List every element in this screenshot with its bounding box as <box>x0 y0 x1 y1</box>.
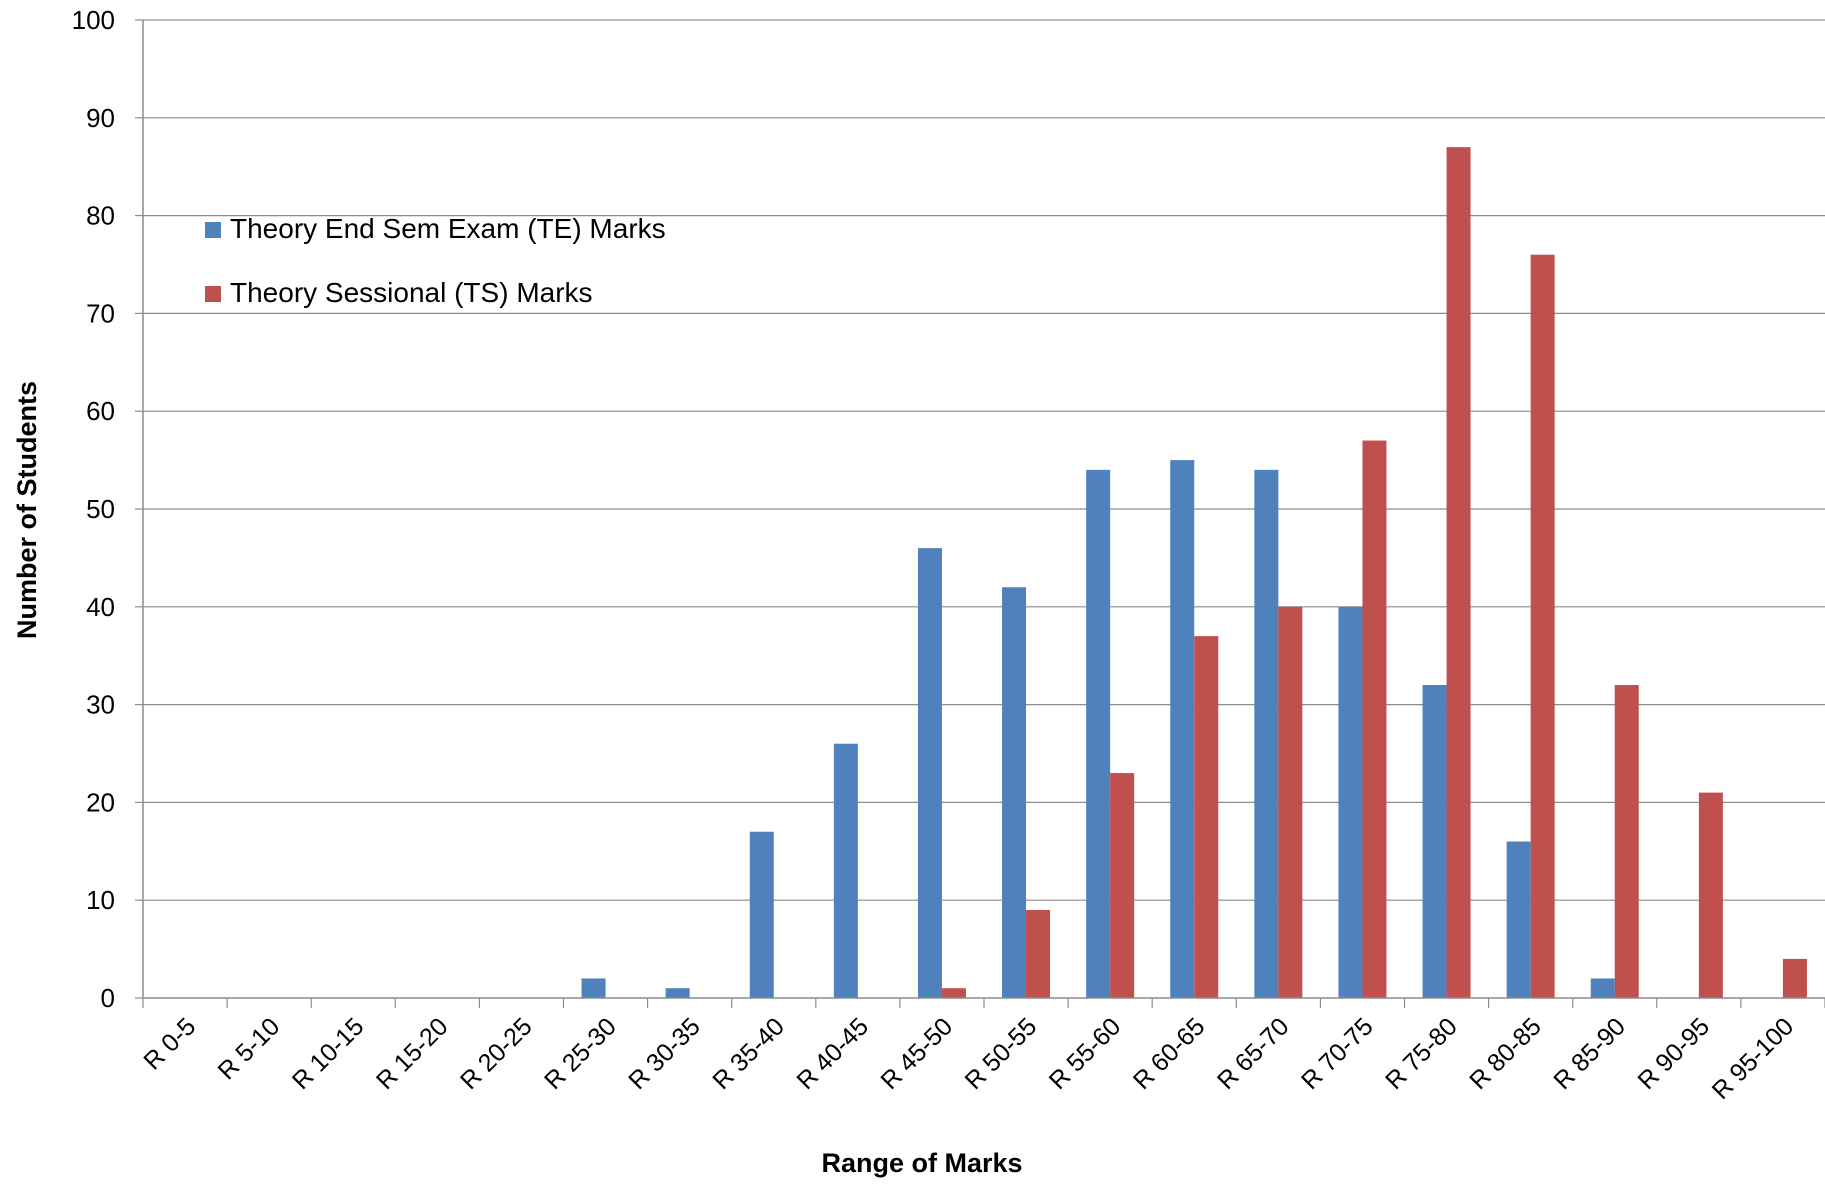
x-tick-label: R 0-5 <box>138 1012 201 1075</box>
x-tick-label: R 75-80 <box>1380 1012 1463 1095</box>
x-tick-label: R 65-70 <box>1212 1012 1295 1095</box>
y-tick-label: 50 <box>86 494 115 524</box>
bar-te <box>1422 685 1447 998</box>
bar-ts <box>1446 147 1471 998</box>
y-tick-label: 20 <box>86 787 115 817</box>
legend-swatch <box>205 286 221 302</box>
bar-te <box>665 988 690 998</box>
x-tick-label: R 20-25 <box>455 1012 538 1095</box>
bar-ts <box>1530 254 1555 999</box>
x-tick-label: R 15-20 <box>371 1012 454 1095</box>
y-tick-label: 40 <box>86 592 115 622</box>
x-tick-label: R 70-75 <box>1296 1012 1379 1095</box>
x-tick-label: R 45-50 <box>875 1012 958 1095</box>
bar-ts <box>1194 636 1219 998</box>
y-tick-label: 90 <box>86 103 115 133</box>
y-tick-label: 30 <box>86 690 115 720</box>
bar-ts <box>1110 773 1135 998</box>
bars <box>581 147 1807 999</box>
bar-ts <box>1278 606 1303 998</box>
y-tick-label: 100 <box>72 5 115 35</box>
y-axis-title: Number of Students <box>12 381 42 639</box>
bar-te <box>1338 606 1363 998</box>
bar-ts <box>1698 792 1723 998</box>
legend: Theory End Sem Exam (TE) Marks Theory Ses… <box>205 213 666 308</box>
x-tick-label: R 55-60 <box>1044 1012 1127 1095</box>
y-tick-label: 60 <box>86 396 115 426</box>
bar-ts <box>1362 440 1387 998</box>
axes <box>142 20 1825 1008</box>
bar-ts <box>941 988 966 998</box>
bar-te <box>1002 587 1027 998</box>
x-tick-label: R 5-10 <box>213 1012 286 1085</box>
y-tick-label: 80 <box>86 201 115 231</box>
y-tick-label: 70 <box>86 298 115 328</box>
bar-te <box>1170 460 1195 999</box>
bar-te <box>749 831 774 998</box>
x-tick-label: R 95-100 <box>1707 1012 1800 1105</box>
bar-te <box>1086 469 1111 998</box>
bar-te <box>581 978 606 998</box>
legend-label: Theory Sessional (TS) Marks <box>230 277 593 308</box>
x-tick-label: R 25-30 <box>539 1012 622 1095</box>
bar-ts <box>1026 909 1051 998</box>
x-tick-label: R 90-95 <box>1632 1012 1715 1095</box>
y-tick-label: 0 <box>101 983 115 1013</box>
x-axis-title: Range of Marks <box>821 1148 1022 1178</box>
x-tick-label: R 40-45 <box>791 1012 874 1095</box>
legend-swatch <box>205 222 221 238</box>
x-tick-label: R 10-15 <box>287 1012 370 1095</box>
y-tick-labels: 0 10 20 30 40 50 60 70 80 90 100 <box>72 5 115 1013</box>
gridlines <box>135 19 1825 999</box>
legend-label: Theory End Sem Exam (TE) Marks <box>230 213 666 244</box>
x-tick-label: R 30-35 <box>623 1012 706 1095</box>
bar-ts <box>1614 685 1639 998</box>
x-tick-label: R 35-40 <box>707 1012 790 1095</box>
bar-te <box>1506 841 1531 998</box>
x-tick-label: R 80-85 <box>1464 1012 1547 1095</box>
bar-ts <box>1782 958 1807 998</box>
x-tick-labels: R 0-5 R 5-10 R 10-15 R 15-20 R 20-25 R 25-30 R… <box>138 1012 1799 1105</box>
x-tick-label: R 50-55 <box>960 1012 1043 1095</box>
x-tick-label: R 85-90 <box>1548 1012 1631 1095</box>
bar-te <box>917 548 942 998</box>
x-tick-label: R 60-65 <box>1128 1012 1211 1095</box>
bar-te <box>1590 978 1615 998</box>
bar-te <box>1254 469 1279 998</box>
y-tick-label: 10 <box>86 885 115 915</box>
bar-te <box>833 743 858 998</box>
